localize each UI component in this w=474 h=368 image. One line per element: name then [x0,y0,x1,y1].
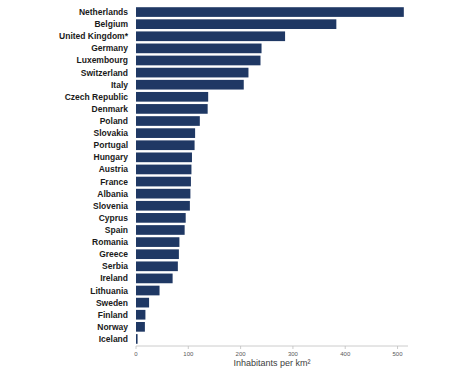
x-tick-label: 100 [183,351,194,357]
category-label: Belgium [94,19,128,29]
category-label: Portugal [94,140,128,150]
bar [136,56,260,66]
bar [136,104,208,114]
category-label: Cyprus [99,213,129,223]
category-label: Romania [92,237,128,247]
x-tick [188,346,189,349]
x-tick [292,346,293,349]
x-axis-line [136,346,408,347]
bar [136,286,160,296]
category-label: Austria [99,164,129,174]
x-tick-label: 400 [340,351,351,357]
x-tick-label: 300 [288,351,299,357]
bar [136,92,208,102]
category-label: Germany [91,43,128,53]
bar [136,274,173,284]
bar [136,31,285,41]
category-label: Italy [111,80,128,90]
category-label: Czech Republic [65,92,129,102]
bar [136,68,248,78]
bar [136,152,192,162]
category-label: Poland [100,116,128,126]
bar [136,7,404,17]
bar [136,249,179,259]
bar [136,213,186,223]
category-label: Slovenia [93,201,128,211]
bar [136,237,179,247]
category-label: Netherlands [79,7,128,17]
bar [136,19,336,29]
x-ticks: 0 100 200 300 400 500 [134,346,403,357]
bar [136,261,178,271]
x-tick [240,346,241,349]
category-label: Lithuania [90,286,128,296]
category-label: Norway [97,322,128,332]
x-tick-label: 0 [134,351,138,357]
category-label: Denmark [92,104,129,114]
x-tick-label: 200 [236,351,247,357]
category-labels: Netherlands Belgium United Kingdom* Germany… [59,7,129,344]
x-tick [136,346,137,349]
category-label: Spain [105,225,128,235]
chart-container: Netherlands Belgium United Kingdom* Germany… [0,0,474,368]
category-label: Ireland [100,273,128,283]
bar [136,322,145,332]
category-label: Serbia [102,261,128,271]
bar [136,80,244,90]
category-label: Slovakia [94,128,129,138]
category-label: Luxembourg [77,55,128,65]
x-tick-label: 500 [393,351,404,357]
category-label: Switzerland [81,68,128,78]
bar [136,140,195,150]
bar [136,225,185,235]
bar [136,165,191,175]
category-label: Iceland [99,334,128,344]
category-label: Sweden [96,298,128,308]
category-label: France [100,177,128,187]
x-tick [345,346,346,349]
category-label: Albania [97,189,128,199]
bar [136,334,138,344]
bar [136,116,200,126]
x-tick [397,346,398,349]
bar [136,201,190,211]
category-label: Greece [99,249,128,259]
bar [136,310,145,320]
category-label: Hungary [94,152,129,162]
bar [136,128,195,138]
chart-svg: Netherlands Belgium United Kingdom* Germany… [0,0,474,368]
bar [136,189,190,199]
bars [136,7,404,344]
bar [136,177,191,187]
x-axis-label: Inhabitants per km² [233,358,310,368]
bar [136,44,262,54]
category-label: Finland [98,310,128,320]
category-label: United Kingdom* [59,31,129,41]
bar [136,298,149,308]
